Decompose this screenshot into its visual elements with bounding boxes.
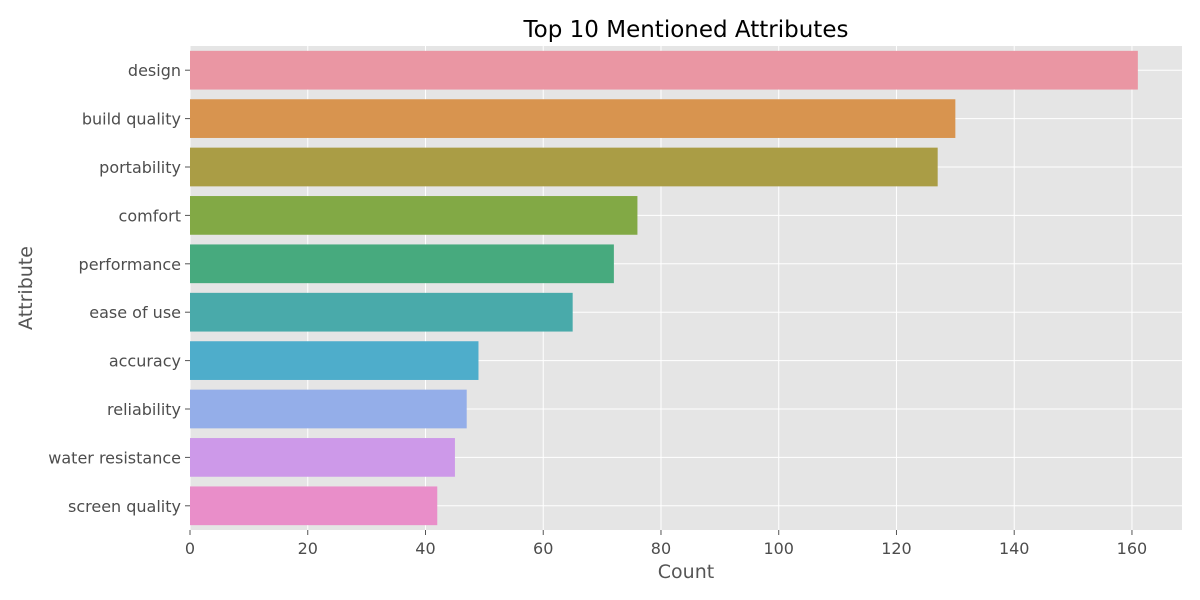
x-tick-label: 80 [651,539,671,558]
y-tick-label: performance [79,255,181,274]
y-tick-label: design [128,61,181,80]
x-tick-label: 120 [881,539,912,558]
x-tick-labels: 0 20 40 60 80 100 120 140 160 [185,530,1147,558]
chart-title: Top 10 Mentioned Attributes [523,17,849,43]
y-tick-label: portability [99,158,181,177]
y-tick-label: comfort [119,206,181,225]
y-tick-label: accuracy [109,352,181,371]
bar-ease-of-use [190,292,573,332]
bar-accuracy [190,341,479,380]
bar-reliability [190,389,467,429]
y-tick-label: reliability [107,400,181,419]
y-axis-title: Attribute [15,246,37,330]
y-tick-label: screen quality [68,497,181,516]
x-tick-label: 100 [763,539,794,558]
bar-water-resistance [190,438,455,477]
x-tick-label: 40 [415,539,435,558]
x-tick-label: 20 [298,539,318,558]
x-tick-label: 140 [999,539,1030,558]
y-tick-label: ease of use [89,303,181,322]
bar-portability [190,147,938,187]
bar-screen-quality [190,486,438,526]
x-axis-title: Count [658,561,714,583]
bar-build-quality [190,99,956,138]
bars [190,50,1138,526]
x-tick-label: 160 [1117,539,1148,558]
y-tick-labels: design build quality portability comfort per… [48,61,190,516]
y-tick-label: build quality [82,110,181,129]
bar-design [190,50,1138,90]
bar-performance [190,244,614,284]
y-tick-label: water resistance [48,448,181,467]
x-tick-label: 60 [533,539,553,558]
x-tick-label: 0 [185,539,195,558]
bar-comfort [190,196,638,235]
